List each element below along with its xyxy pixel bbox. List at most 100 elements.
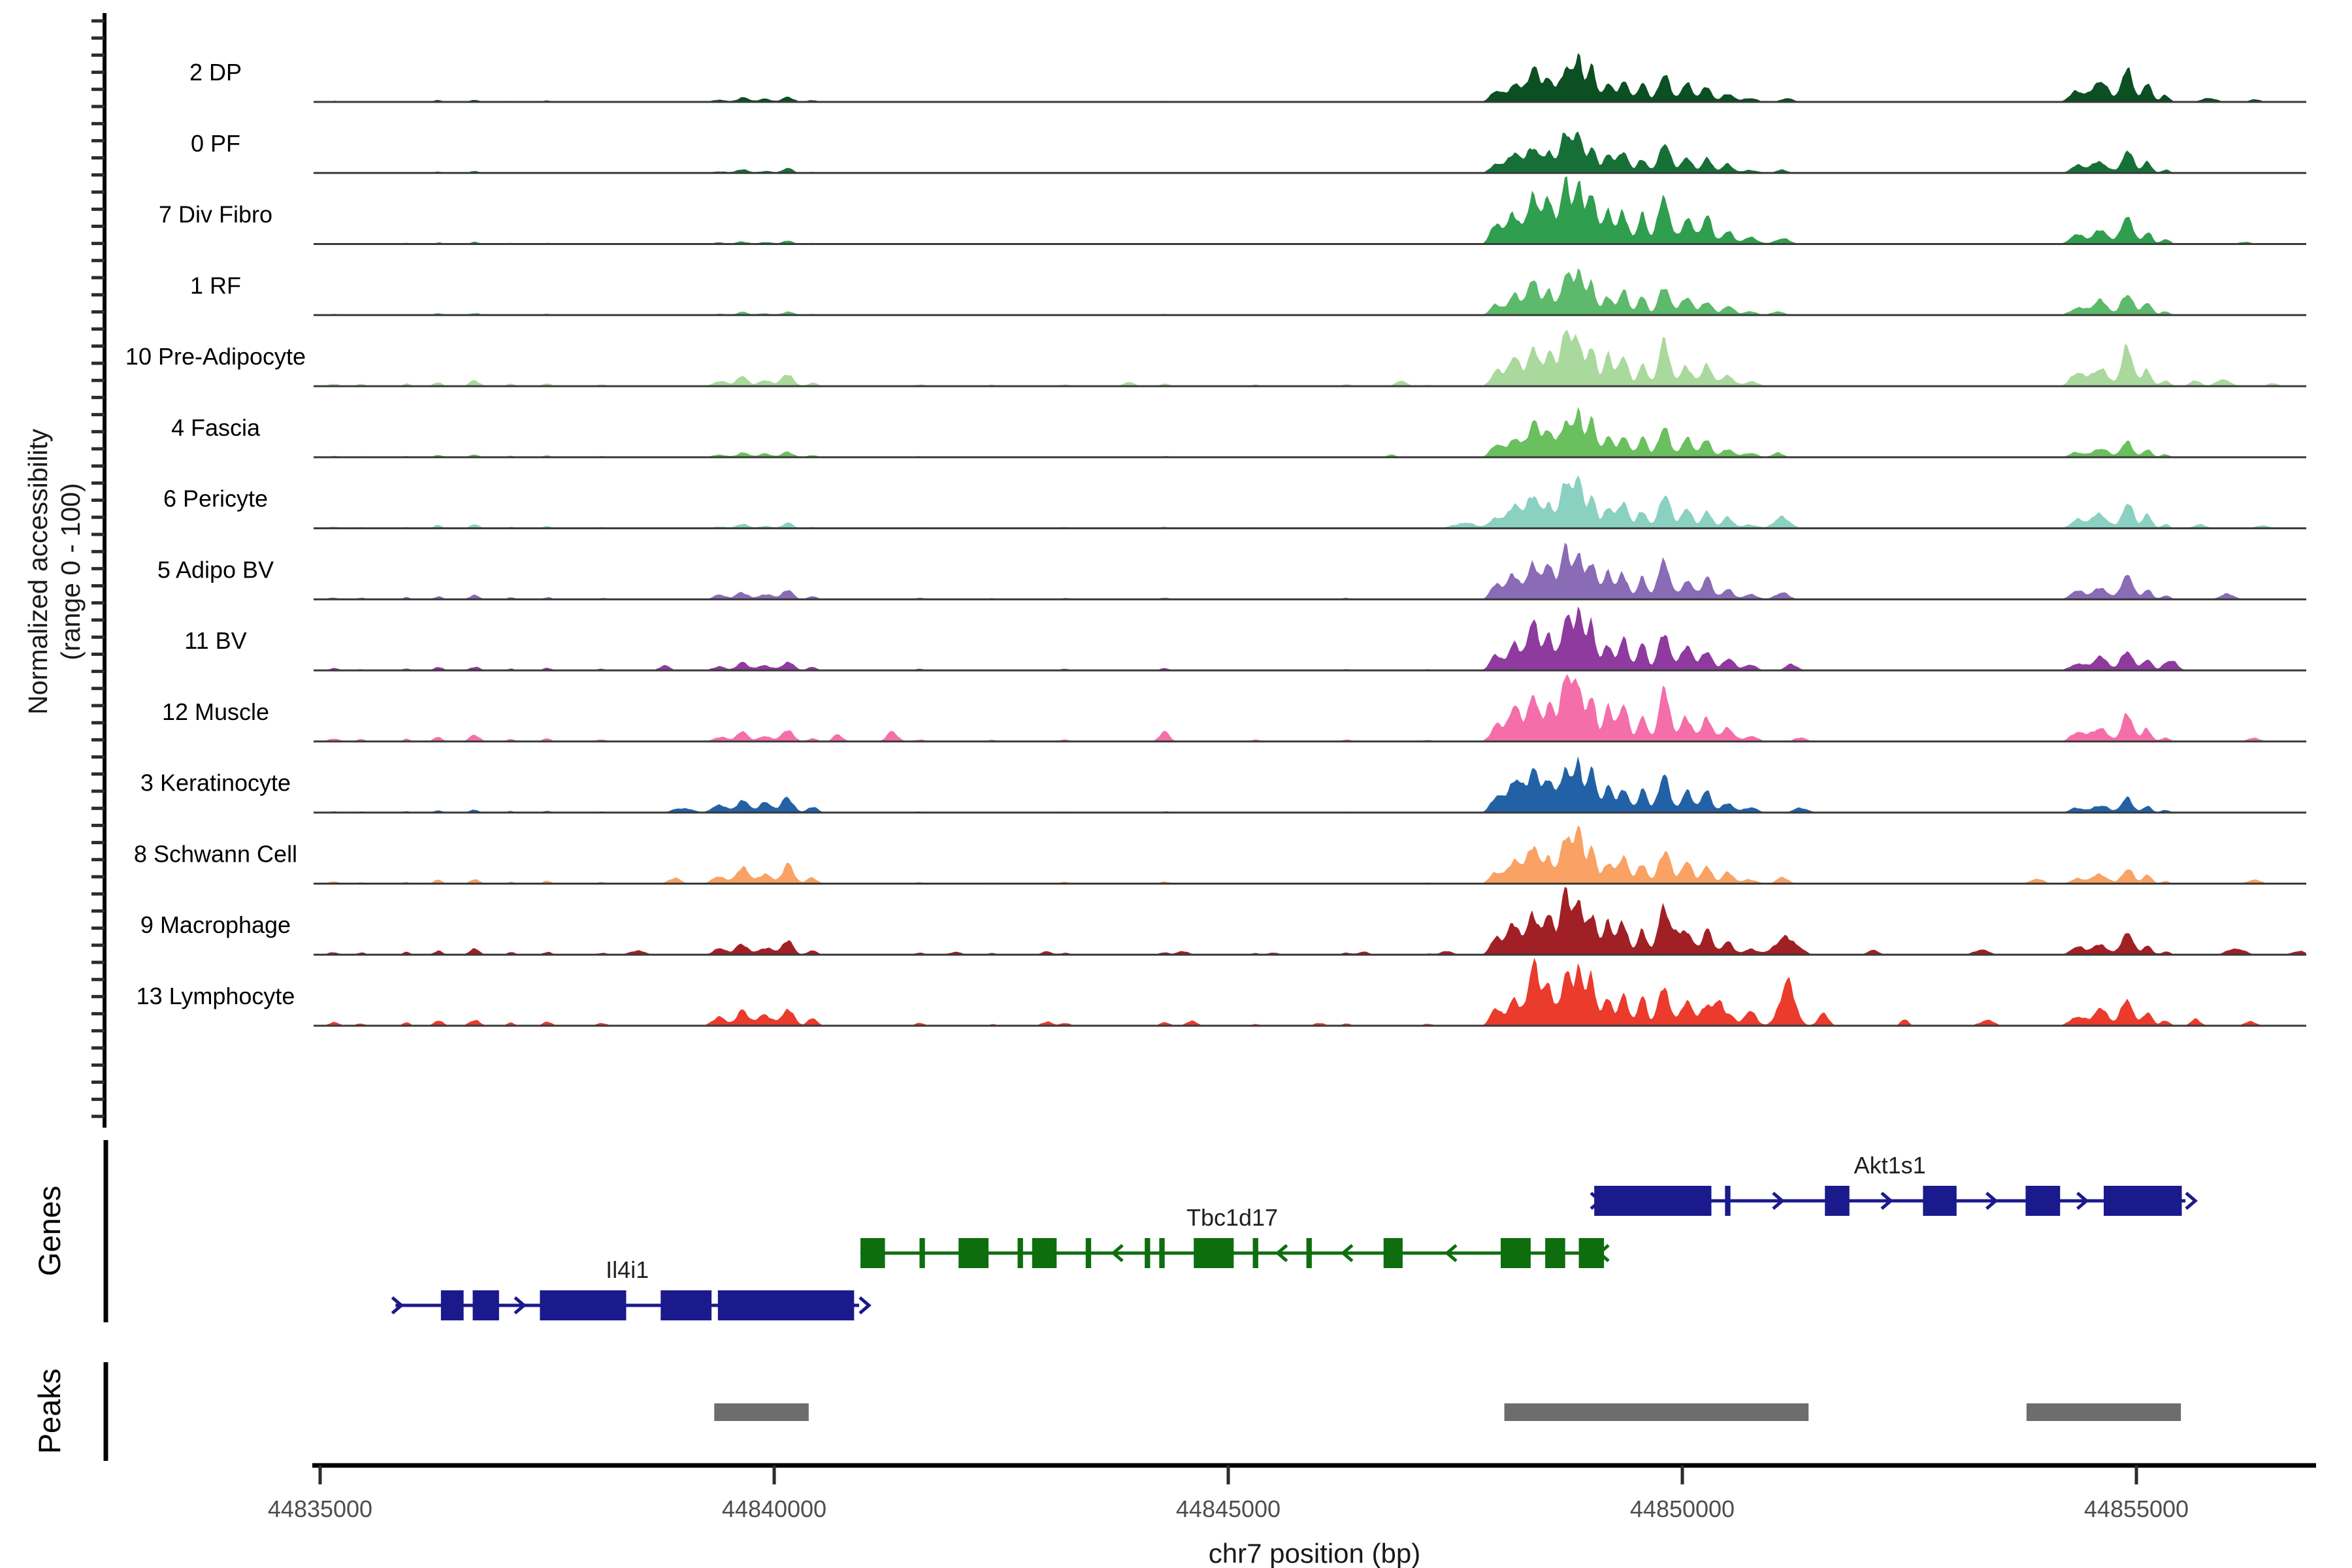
peak-bars [714, 1403, 2181, 1421]
strand-arrow [391, 1296, 404, 1315]
coverage-area [314, 406, 2306, 457]
track-row-12-muscle: 12 Muscle [162, 674, 2306, 743]
gene-exon [1159, 1238, 1165, 1268]
gene-exon [1594, 1186, 1712, 1216]
track-label: 5 Adipo BV [157, 556, 274, 583]
x-axis-tick-label: 44835000 [268, 1495, 372, 1522]
coverage-area [314, 131, 2306, 173]
peak-bar [714, 1403, 809, 1421]
track-row-3-keratinocyte: 3 Keratinocyte [140, 756, 2306, 814]
x-axis-tick-label: 44850000 [1630, 1495, 1735, 1522]
strand-arrow [1985, 1192, 1999, 1210]
gene-name-label: Akt1s1 [1854, 1152, 1926, 1179]
strand-arrow [858, 1296, 872, 1315]
strand-arrow [2076, 1192, 2089, 1210]
track-label: 8 Schwann Cell [134, 840, 297, 867]
peaks-section: Peaks [32, 1362, 2181, 1461]
gene-exon [1145, 1238, 1151, 1268]
y-axis-label: Normalized accessibility (range 0 - 100) [23, 429, 86, 715]
coverage-area [314, 606, 2306, 671]
genes-section-label: Genes [32, 1186, 67, 1276]
gene-exon [661, 1290, 712, 1320]
gene-exon [1252, 1238, 1258, 1268]
track-label: 7 Div Fibro [159, 201, 272, 228]
track-label: 2 DP [189, 59, 242, 86]
coverage-area [314, 542, 2306, 600]
track-row-13-lymphocyte: 13 Lymphocyte [137, 958, 2306, 1027]
strand-arrow [1445, 1244, 1458, 1262]
gene-exon [1085, 1238, 1092, 1268]
track-label: 4 Fascia [171, 414, 261, 441]
gene-exon [472, 1290, 499, 1320]
gene-exon [1825, 1186, 1850, 1216]
gene-exon [717, 1290, 855, 1320]
gene-exon [1194, 1238, 1234, 1268]
gene-exon [919, 1238, 925, 1268]
genes-section: Genes Il4i1 Tbc1d17 Akt1s1 [32, 1140, 2198, 1322]
gene-il4i1: Il4i1 [391, 1256, 872, 1320]
coverage-area [314, 674, 2306, 742]
peaks-section-label: Peaks [32, 1369, 67, 1454]
track-row-1-rf: 1 RF [190, 268, 2306, 316]
track-row-7-div-fibro: 7 Div Fibro [159, 176, 2306, 246]
track-row-6-pericyte: 6 Pericyte [163, 475, 2306, 530]
track-row-0-pf: 0 PF [191, 130, 2306, 174]
tracks-panel: 2 DP 0 PF 7 Div Fibro 1 RF 10 Pre-Adipocyte 4… [125, 53, 2306, 1027]
gene-akt1s1: Akt1s1 [1590, 1152, 2198, 1216]
track-row-11-bv: 11 BV [184, 606, 2306, 672]
gene-exon [958, 1238, 989, 1268]
track-label: 6 Pericyte [163, 485, 268, 512]
track-label: 12 Muscle [162, 698, 269, 725]
strand-arrow [1111, 1244, 1124, 1262]
track-label: 11 BV [184, 627, 246, 654]
coverage-area [314, 329, 2306, 387]
gene-tbc1d17: Tbc1d17 [860, 1204, 1610, 1268]
gene-exon [1306, 1238, 1312, 1268]
gene-exon [2025, 1186, 2061, 1216]
gene-exon [1032, 1238, 1057, 1268]
gene-name-label: Il4i1 [606, 1256, 649, 1283]
gene-exon [1501, 1238, 1531, 1268]
strand-arrow [1772, 1192, 1785, 1210]
gene-exon [1578, 1238, 1605, 1268]
track-label: 10 Pre-Adipocyte [125, 343, 306, 370]
gene-exon [860, 1238, 885, 1268]
track-row-5-adipo-bv: 5 Adipo BV [157, 542, 2306, 600]
track-label: 3 Keratinocyte [140, 770, 291, 796]
track-label: 13 Lymphocyte [137, 983, 295, 1009]
tracks-mini-axis [91, 13, 106, 1128]
x-axis-tick-label: 44840000 [722, 1495, 826, 1522]
gene-models: Il4i1 Tbc1d17 Akt1s1 [391, 1152, 2198, 1320]
coverage-area [314, 958, 2306, 1026]
strand-arrow [2185, 1192, 2198, 1210]
y-axis-label-line1: Normalized accessibility [23, 429, 53, 715]
gene-exon [1923, 1186, 1957, 1216]
strand-arrow [514, 1296, 527, 1315]
strand-arrow [1340, 1244, 1354, 1262]
x-axis-tick-label: 44845000 [1176, 1495, 1281, 1522]
track-row-8-schwann-cell: 8 Schwann Cell [134, 825, 2306, 885]
x-axis-tick-label: 44855000 [2084, 1495, 2189, 1522]
x-axis-title: chr7 position (bp) [1209, 1538, 1421, 1568]
gene-exon [440, 1290, 464, 1320]
gene-exon [1383, 1238, 1403, 1268]
gene-exon [2103, 1186, 2182, 1216]
track-row-9-macrophage: 9 Macrophage [140, 887, 2306, 956]
track-label: 1 RF [190, 272, 241, 299]
coverage-area [314, 756, 2306, 813]
x-axis: 44835000 44840000 44845000 44850000 44855000… [268, 1463, 2316, 1568]
track-row-2-dp: 2 DP [189, 53, 2306, 103]
coverage-area [314, 53, 2306, 102]
track-row-10-pre-adipocyte: 10 Pre-Adipocyte [125, 329, 2306, 387]
peak-bar [1504, 1403, 1809, 1421]
y-axis-label-line2: (range 0 - 100) [56, 483, 86, 660]
peak-bar [2026, 1403, 2181, 1421]
gene-exon [1017, 1238, 1023, 1268]
strand-arrow [1275, 1244, 1288, 1262]
strand-arrow [1880, 1192, 1893, 1210]
gene-exon [540, 1290, 627, 1320]
gene-exon [1545, 1238, 1565, 1268]
coverage-area [314, 887, 2306, 955]
coverage-area [314, 475, 2306, 529]
